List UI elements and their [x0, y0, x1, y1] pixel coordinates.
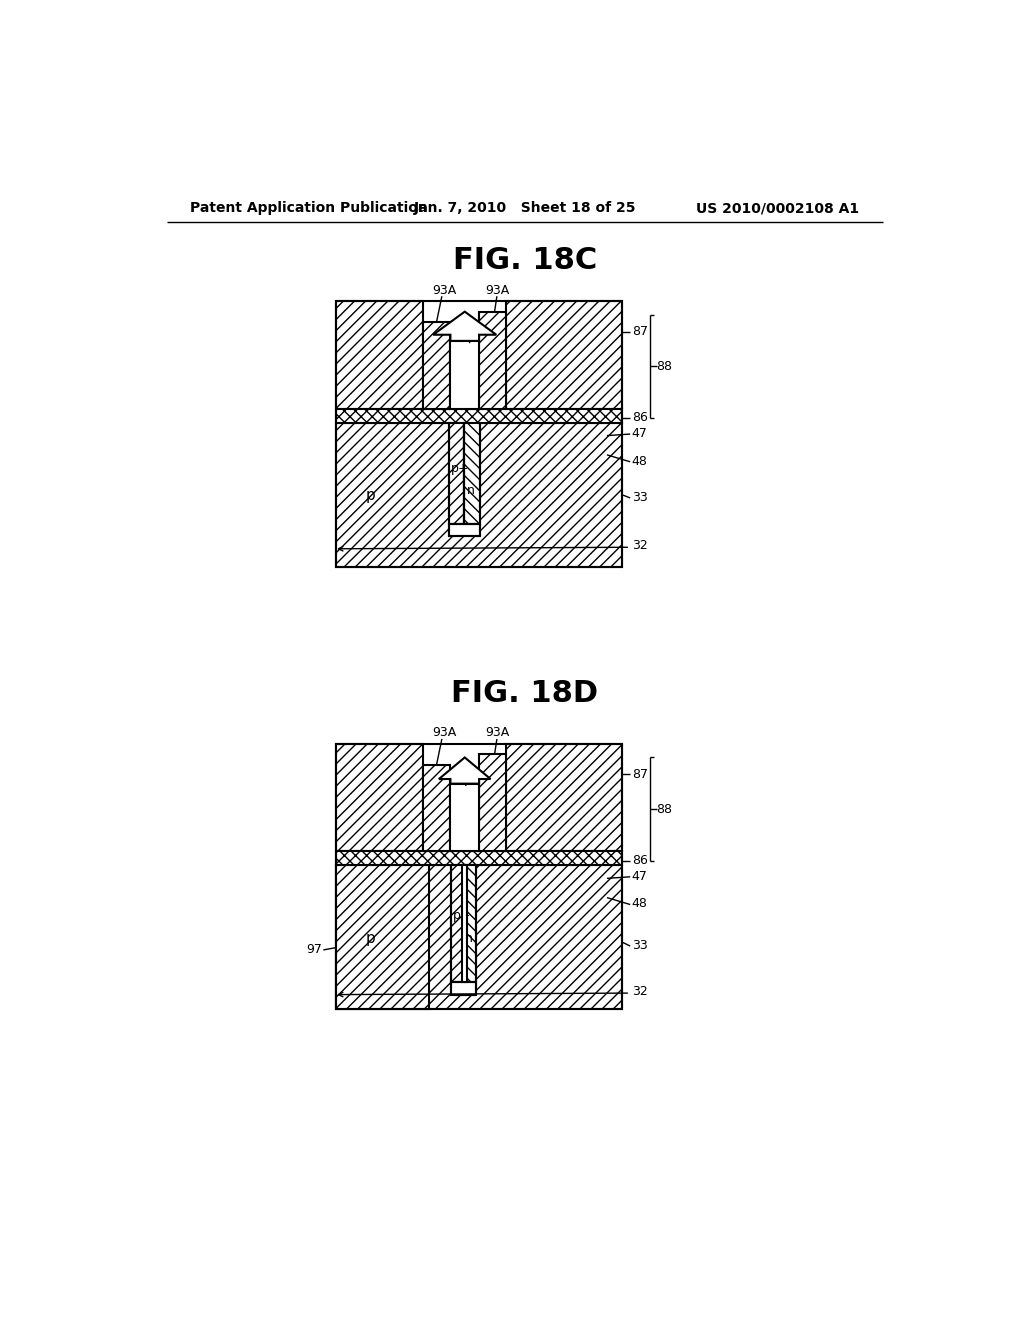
- Bar: [479, 312, 506, 409]
- Text: p+: p+: [451, 462, 469, 475]
- Text: p: p: [366, 931, 375, 946]
- Polygon shape: [439, 758, 490, 784]
- Text: 86: 86: [632, 854, 647, 867]
- Bar: [336, 301, 423, 409]
- Bar: [506, 743, 623, 851]
- Bar: [336, 422, 623, 566]
- Bar: [336, 866, 429, 1010]
- Bar: [336, 743, 423, 851]
- Bar: [449, 524, 480, 536]
- Text: 47: 47: [632, 870, 647, 883]
- Polygon shape: [433, 312, 497, 341]
- Bar: [336, 851, 623, 866]
- Text: US 2010/0002108 A1: US 2010/0002108 A1: [696, 202, 859, 215]
- Bar: [336, 301, 623, 566]
- Text: 96A: 96A: [450, 767, 473, 779]
- Text: Patent Application Publication: Patent Application Publication: [190, 202, 428, 215]
- Text: 97: 97: [306, 944, 322, 957]
- Bar: [463, 866, 467, 982]
- Text: n: n: [467, 483, 474, 496]
- Bar: [449, 422, 464, 524]
- Text: n: n: [465, 932, 473, 945]
- Bar: [336, 743, 623, 1010]
- Text: 87: 87: [632, 768, 648, 781]
- Text: 88: 88: [656, 803, 673, 816]
- Bar: [451, 422, 478, 524]
- Bar: [479, 755, 506, 851]
- Bar: [336, 866, 623, 1010]
- Text: 93A: 93A: [484, 726, 509, 739]
- Bar: [452, 982, 476, 995]
- Text: 33: 33: [632, 491, 647, 504]
- Bar: [452, 866, 464, 982]
- Text: 86: 86: [632, 412, 647, 425]
- Bar: [451, 341, 479, 409]
- Bar: [464, 422, 480, 524]
- Text: 96A: 96A: [453, 323, 477, 337]
- Text: p: p: [366, 488, 375, 503]
- Bar: [423, 322, 451, 409]
- Text: 48: 48: [632, 898, 647, 911]
- Text: p+: p+: [453, 908, 471, 921]
- Bar: [506, 301, 623, 409]
- Bar: [464, 866, 476, 982]
- Text: 93A: 93A: [432, 284, 457, 297]
- Text: 47: 47: [632, 426, 647, 440]
- Text: 48: 48: [632, 454, 647, 467]
- Text: 93A: 93A: [432, 726, 457, 739]
- Text: 33: 33: [632, 939, 647, 952]
- Text: FIG. 18D: FIG. 18D: [452, 678, 598, 708]
- Text: 32: 32: [632, 985, 647, 998]
- Text: Jan. 7, 2010   Sheet 18 of 25: Jan. 7, 2010 Sheet 18 of 25: [414, 202, 636, 215]
- Bar: [451, 784, 479, 851]
- Text: FIG. 18C: FIG. 18C: [453, 246, 597, 275]
- Text: 87: 87: [632, 325, 648, 338]
- Bar: [423, 766, 451, 851]
- Text: 32: 32: [632, 539, 647, 552]
- Text: 93A: 93A: [484, 284, 509, 297]
- Text: 88: 88: [656, 360, 673, 372]
- Bar: [336, 409, 623, 422]
